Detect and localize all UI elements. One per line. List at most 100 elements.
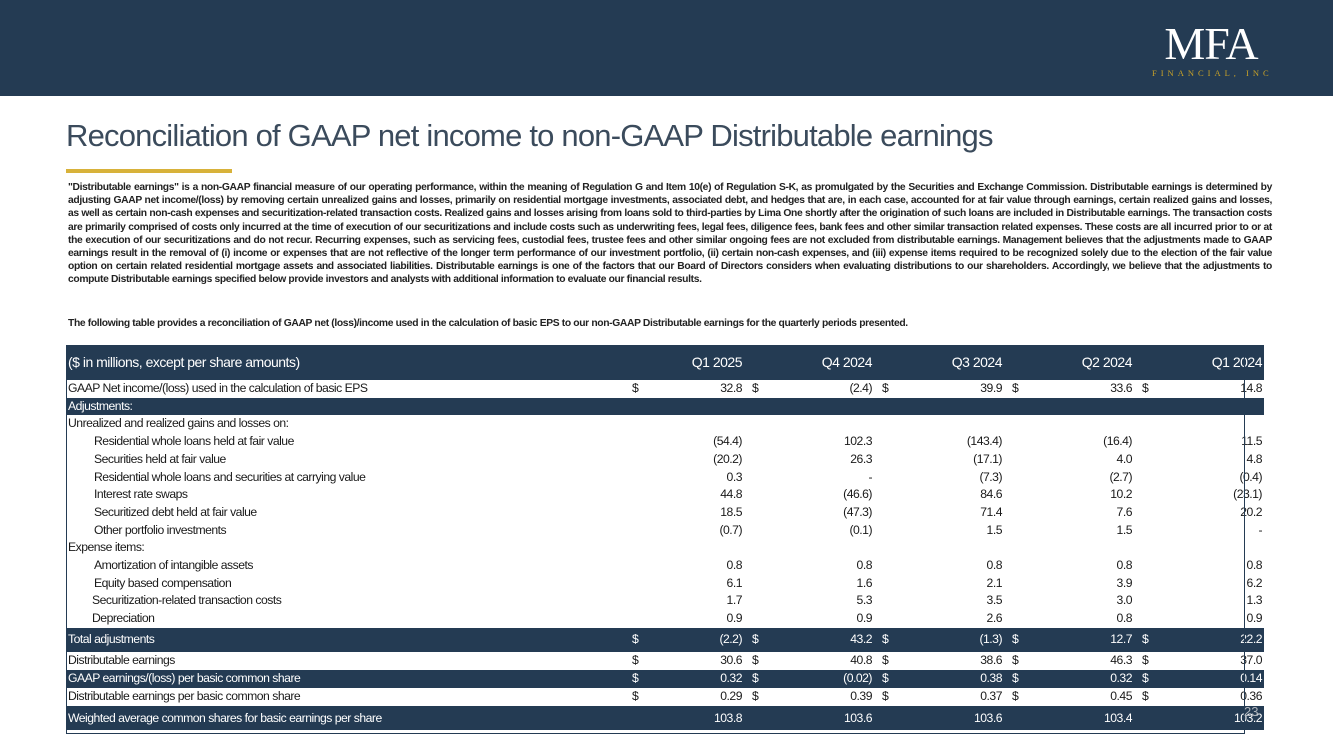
- currency-symbol: [1134, 706, 1150, 730]
- header-label: ($ in millions, except per share amounts…: [66, 345, 624, 380]
- currency-symbol: [1004, 610, 1020, 628]
- definition-paragraph: "Distributable earnings" is a non-GAAP f…: [68, 182, 1272, 286]
- row-value: (2.2): [640, 627, 744, 652]
- row-value: (17.1): [973, 451, 1002, 466]
- row-value: 103.6: [890, 706, 1004, 730]
- row-value: (20.2): [713, 451, 742, 466]
- row-value: 71.4: [980, 504, 1002, 519]
- currency-symbol: [1134, 575, 1150, 593]
- currency-symbol: [744, 451, 760, 469]
- row-value: 1.6: [856, 575, 873, 590]
- currency-symbol: $: [1134, 669, 1150, 688]
- row-value: 103.6: [760, 706, 874, 730]
- row-value: 26.3: [850, 451, 872, 466]
- row-value: (54.4): [713, 434, 742, 449]
- row-value: 0.32: [640, 669, 744, 688]
- currency-symbol: [624, 469, 640, 487]
- row-value: 0.14: [1150, 669, 1264, 688]
- currency-symbol: $: [744, 627, 760, 652]
- currency-symbol: [744, 557, 760, 575]
- currency-symbol: $: [624, 650, 640, 670]
- row-value: 44.8: [720, 487, 742, 502]
- currency-symbol: $: [1142, 381, 1149, 395]
- row-value: 37.0: [1150, 650, 1264, 670]
- row-value: 22.2: [1150, 627, 1264, 652]
- currency-symbol: [1004, 575, 1020, 593]
- currency-symbol: $: [624, 687, 640, 707]
- currency-symbol: [1134, 557, 1150, 575]
- row-value: (46.6): [843, 487, 872, 502]
- row-value: 0.8: [1116, 611, 1133, 626]
- currency-symbol: $: [744, 650, 760, 670]
- row-value: 0.32: [1020, 669, 1134, 688]
- row-value: (2.7): [1109, 469, 1132, 484]
- logo-wordmark: MFA: [1164, 18, 1258, 69]
- table-row-expense-3: Depreciation 0.9 0.9 2.6 0.8 0.9: [66, 610, 1264, 628]
- currency-symbol: [874, 575, 890, 593]
- currency-symbol: $: [874, 650, 890, 670]
- row-value: 0.9: [856, 611, 873, 626]
- reconciliation-table: ($ in millions, except per share amounts…: [66, 345, 1264, 730]
- logo-subtitle: FINANCIAL, INC: [1152, 68, 1273, 78]
- row-value: (47.3): [843, 504, 872, 519]
- row-label: Residential whole loans held at fair val…: [94, 434, 294, 449]
- currency-symbol: $: [882, 381, 889, 395]
- table-intro-paragraph: The following table provides a reconcili…: [68, 318, 908, 329]
- header-bar: MFA FINANCIAL, INC: [0, 0, 1333, 96]
- page-title: Reconciliation of GAAP net income to non…: [66, 118, 993, 153]
- currency-symbol: [1134, 610, 1150, 628]
- row-value: 12.7: [1020, 627, 1134, 652]
- currency-symbol: [744, 610, 760, 628]
- row-label: Securitized debt held at fair value: [94, 504, 257, 519]
- currency-symbol: $: [874, 669, 890, 688]
- row-value: 3.9: [1116, 575, 1133, 590]
- currency-symbol: [744, 706, 760, 730]
- table-row-unrealized-3: Interest rate swaps 44.8 (46.6) 84.6 10.2 (23…: [66, 486, 1264, 504]
- currency-symbol: [1004, 592, 1020, 610]
- currency-symbol: [874, 706, 890, 730]
- row-value: 20.2: [1240, 504, 1262, 519]
- currency-symbol: $: [624, 627, 640, 652]
- table-row-gaap-net-income: GAAP Net income/(loss) used in the calcu…: [66, 380, 1264, 398]
- table-row-expense-2: Securitization-related transaction costs…: [66, 592, 1264, 610]
- row-label: Securitization-related transaction costs: [92, 593, 282, 608]
- period-header: Q4 2024: [744, 345, 874, 380]
- currency-symbol: $: [624, 669, 640, 688]
- currency-symbol: [874, 451, 890, 469]
- currency-symbol: $: [1134, 650, 1150, 670]
- table-row-expense-items: Expense items:: [66, 539, 1264, 557]
- row-label: Interest rate swaps: [94, 487, 188, 502]
- row-value: 3.5: [986, 593, 1003, 608]
- currency-symbol: [1134, 486, 1150, 504]
- currency-symbol: [1004, 522, 1020, 540]
- currency-symbol: $: [874, 687, 890, 707]
- row-label: GAAP Net income/(loss) used in the calcu…: [68, 381, 368, 395]
- row-value: 84.6: [980, 487, 1002, 502]
- currency-symbol: [1004, 504, 1020, 522]
- table-row-weighted-shares: Weighted average common shares for basic…: [66, 706, 1264, 730]
- row-value: 0.45: [1020, 687, 1134, 707]
- table-row-unrealized-0: Residential whole loans held at fair val…: [66, 433, 1264, 451]
- row-label: Residential whole loans and securities a…: [94, 469, 366, 484]
- row-value: 39.9: [980, 381, 1002, 395]
- currency-symbol: [1004, 451, 1020, 469]
- section-label: Expense items:: [68, 540, 145, 555]
- table-row-adjustments: Adjustments:: [66, 397, 1264, 416]
- row-value: 5.3: [856, 593, 873, 608]
- currency-symbol: [1134, 433, 1150, 451]
- row-value: 0.38: [890, 669, 1004, 688]
- currency-symbol: $: [1012, 381, 1019, 395]
- currency-symbol: [624, 592, 640, 610]
- row-label: Amortization of intangible assets: [94, 558, 253, 573]
- currency-symbol: $: [1134, 627, 1150, 652]
- row-value: 0.39: [760, 687, 874, 707]
- row-value: (0.1): [849, 522, 872, 537]
- row-label: GAAP earnings/(loss) per basic common sh…: [66, 669, 624, 688]
- row-value: (7.3): [979, 469, 1002, 484]
- table-row-unrealized-4: Securitized debt held at fair value 18.5 (…: [66, 504, 1264, 522]
- currency-symbol: [874, 592, 890, 610]
- period-header: Q3 2024: [874, 345, 1004, 380]
- currency-symbol: [1004, 486, 1020, 504]
- row-value: 0.8: [986, 558, 1003, 573]
- row-value: 18.5: [720, 504, 742, 519]
